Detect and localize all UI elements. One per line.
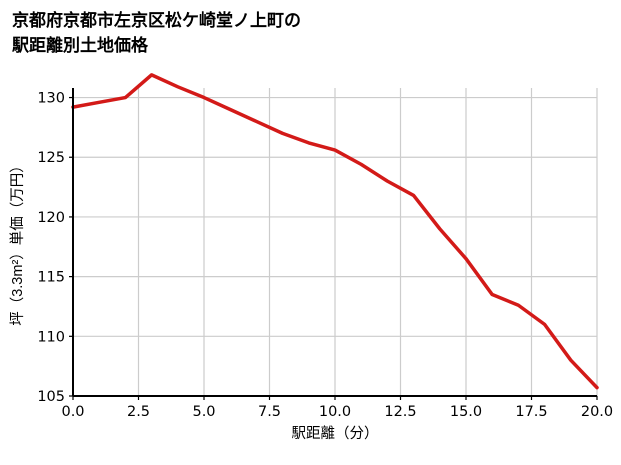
y-tick-label: 115 <box>37 270 65 286</box>
x-tick-label: 7.5 <box>258 404 281 420</box>
x-tick-label: 12.5 <box>384 404 416 420</box>
y-axis-label: 坪（3.3m²）単価（万円） <box>9 158 26 326</box>
y-tick-label: 105 <box>37 389 65 405</box>
y-tick-label: 130 <box>37 91 65 107</box>
x-axis-ticks: 0.0 2.5 5.0 7.5 10.0 12.5 15.0 17.5 20.0 <box>61 396 613 420</box>
x-tick-label: 5.0 <box>192 404 215 420</box>
x-tick-label: 17.5 <box>515 404 547 420</box>
x-axis-label: 駅距離（分） <box>292 424 379 442</box>
x-tick-label: 2.5 <box>127 404 150 420</box>
y-tick-label: 110 <box>37 329 65 345</box>
y-tick-label: 125 <box>37 150 65 166</box>
x-tick-label: 20.0 <box>581 404 613 420</box>
x-tick-label: 0.0 <box>61 404 84 420</box>
y-tick-label: 120 <box>37 210 65 226</box>
price-line-series <box>71 73 599 390</box>
page-title: 京都府京都市左京区松ケ崎堂ノ上町の 駅距離別土地価格 <box>12 11 301 55</box>
x-tick-label: 10.0 <box>319 404 351 420</box>
y-axis-ticks: 105 110 115 120 125 130 <box>37 91 73 405</box>
x-tick-label: 15.0 <box>450 404 482 420</box>
